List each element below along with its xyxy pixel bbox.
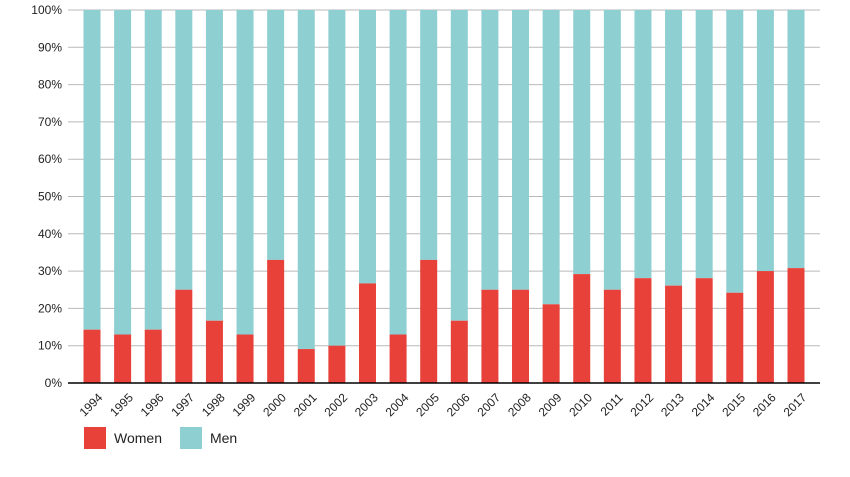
bar-women xyxy=(787,268,805,383)
x-tick-label: 2005 xyxy=(413,390,442,419)
x-tick-label: 2016 xyxy=(750,390,779,419)
bar-men xyxy=(175,10,193,290)
y-axis: 0% 10% 20% 30% 40% 50% 60% 70% 80% 90% 100% xyxy=(31,3,62,390)
bar-men xyxy=(328,10,346,346)
x-tick-label: 2002 xyxy=(321,390,350,419)
y-tick-label: 0% xyxy=(45,376,63,390)
bar-women xyxy=(481,289,499,383)
bar-women xyxy=(726,292,744,383)
bar-women xyxy=(114,334,132,383)
bar-women xyxy=(267,259,285,383)
legend: Women Men xyxy=(84,427,237,449)
y-tick-label: 60% xyxy=(38,152,62,166)
x-tick-label: 2017 xyxy=(781,390,810,419)
x-tick-label: 2000 xyxy=(260,390,289,419)
bar-women xyxy=(420,259,438,383)
legend-item-women: Women xyxy=(84,427,162,449)
bar-women xyxy=(665,285,683,383)
bar-men xyxy=(573,10,591,275)
legend-swatch-men xyxy=(179,427,202,449)
x-tick-label: 1998 xyxy=(199,390,228,419)
x-tick-label: 2015 xyxy=(719,390,748,419)
bar-men xyxy=(695,10,713,279)
bar-men xyxy=(83,10,101,330)
bar-women xyxy=(144,329,162,383)
y-tick-label: 20% xyxy=(38,301,62,315)
bar-women xyxy=(205,320,223,383)
bar-men xyxy=(481,10,499,290)
bar-women xyxy=(450,320,468,383)
y-tick-label: 90% xyxy=(38,40,62,54)
bar-women xyxy=(756,271,774,383)
bar-men xyxy=(420,10,438,260)
y-tick-label: 40% xyxy=(38,227,62,241)
y-tick-label: 10% xyxy=(38,339,62,353)
x-axis: 1994 1995 1996 1997 1998 1999 2000 2001 2002 2003… xyxy=(77,390,810,419)
bar-men xyxy=(542,10,560,305)
bar-women xyxy=(542,304,560,383)
bar-women xyxy=(297,349,315,383)
bar-men xyxy=(726,10,744,293)
bar-men xyxy=(756,10,774,272)
bar-men xyxy=(603,10,621,290)
x-tick-label: 1996 xyxy=(138,390,167,419)
x-tick-label: 2006 xyxy=(444,390,473,419)
bar-men xyxy=(787,10,805,269)
bar-women xyxy=(328,345,346,383)
bar-men xyxy=(236,10,254,335)
x-tick-label: 1994 xyxy=(77,390,106,419)
x-tick-label: 1995 xyxy=(107,390,136,419)
x-tick-label: 2004 xyxy=(383,390,412,419)
x-tick-label: 2007 xyxy=(474,390,503,419)
x-tick-label: 1999 xyxy=(230,390,259,419)
bar-men xyxy=(144,10,162,330)
bar-women xyxy=(236,334,254,383)
legend-label-men: Men xyxy=(209,430,238,446)
bar-women xyxy=(175,289,193,383)
bar-women xyxy=(512,289,530,383)
bar-women xyxy=(695,278,713,383)
bar-men xyxy=(267,10,285,260)
bar-men xyxy=(297,10,315,350)
bar-women xyxy=(603,289,621,383)
bars xyxy=(83,10,805,383)
x-tick-label: 2013 xyxy=(658,390,687,419)
legend-label-women: Women xyxy=(114,430,162,446)
x-tick-label: 2009 xyxy=(536,390,565,419)
bar-men xyxy=(512,10,530,290)
bar-men xyxy=(114,10,132,335)
legend-swatch-women xyxy=(84,427,106,449)
x-tick-label: 2001 xyxy=(291,390,320,419)
bar-men xyxy=(665,10,683,286)
gridlines xyxy=(68,9,820,347)
bar-men xyxy=(205,10,223,321)
bar-women xyxy=(83,329,101,383)
y-tick-label: 80% xyxy=(38,78,62,92)
y-tick-label: 70% xyxy=(38,115,62,129)
x-tick-label: 2010 xyxy=(566,390,595,419)
bar-men xyxy=(634,10,652,279)
x-tick-label: 2012 xyxy=(628,390,657,419)
bar-women xyxy=(634,278,652,383)
x-tick-label: 2008 xyxy=(505,390,534,419)
x-tick-label: 2011 xyxy=(598,390,626,418)
bar-women xyxy=(389,334,407,383)
y-tick-label: 30% xyxy=(38,264,62,278)
x-tick-label: 2003 xyxy=(352,390,381,419)
bar-men xyxy=(450,10,468,321)
y-tick-label: 100% xyxy=(31,3,62,17)
bar-women xyxy=(573,274,591,383)
bar-men xyxy=(358,10,376,284)
y-tick-label: 50% xyxy=(38,190,62,204)
bar-men xyxy=(389,10,407,335)
legend-item-men: Men xyxy=(179,427,238,449)
x-tick-label: 2014 xyxy=(689,390,718,419)
bar-women xyxy=(358,283,376,383)
x-tick-label: 1997 xyxy=(168,390,197,419)
